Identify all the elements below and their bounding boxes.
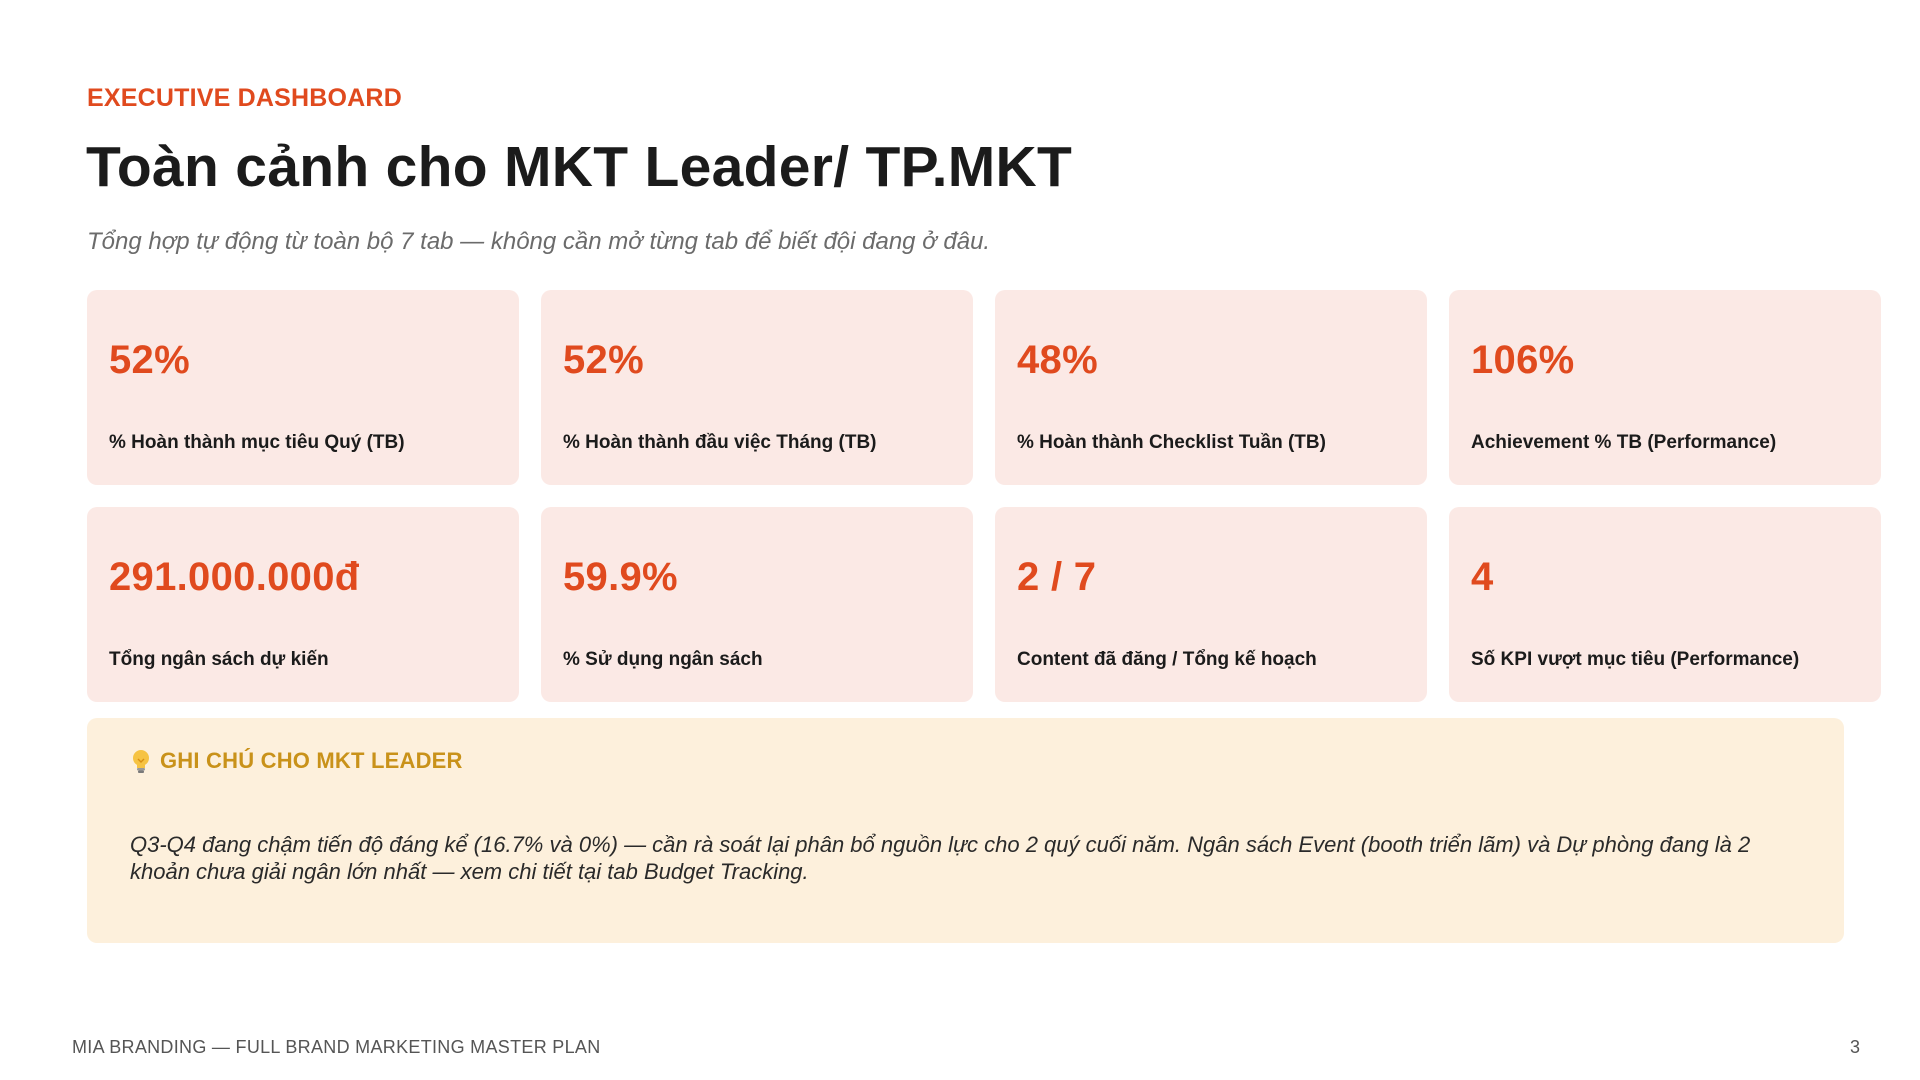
note-header: GHI CHÚ CHO MKT LEADER — [130, 748, 463, 774]
kpi-label: Tổng ngân sách dự kiến — [109, 649, 329, 670]
kpi-value: 4 — [1471, 555, 1494, 599]
note-body: Q3-Q4 đang chậm tiến độ đáng kể (16.7% v… — [130, 832, 1751, 884]
kpi-card-quarter-goals: 52% % Hoàn thành mục tiêu Quý (TB) — [87, 290, 519, 485]
kpi-label: Số KPI vượt mục tiêu (Performance) — [1471, 649, 1800, 670]
kpi-card-budget-usage: 59.9% % Sử dụng ngân sách — [541, 507, 973, 702]
note-title: GHI CHÚ CHO MKT LEADER — [160, 748, 463, 773]
kpi-label: % Sử dụng ngân sách — [563, 649, 763, 670]
kpi-card-monthly-tasks: 52% % Hoàn thành đầu việc Tháng (TB) — [541, 290, 973, 485]
kpi-label: % Hoàn thành mục tiêu Quý (TB) — [109, 432, 405, 453]
footer-brand: MIA BRANDING — FULL BRAND MARKETING MAST… — [72, 1037, 601, 1057]
page-number: 3 — [1849, 1037, 1860, 1057]
kpi-value: 106% — [1471, 338, 1575, 382]
kpi-card-achievement: 106% Achievement % TB (Performance) — [1449, 290, 1881, 485]
kpi-grid: 52% % Hoàn thành mục tiêu Quý (TB) 52% %… — [87, 290, 1881, 702]
leader-note-panel: GHI CHÚ CHO MKT LEADER Q3-Q4 đang chậm t… — [87, 718, 1844, 943]
page-title: Toàn cảnh cho MKT Leader/ TP.MKT — [86, 135, 1073, 199]
kpi-value: 52% — [563, 338, 644, 382]
kpi-value: 2 / 7 — [1017, 555, 1097, 599]
lightbulb-icon — [130, 748, 152, 774]
kpi-label: Achievement % TB (Performance) — [1471, 432, 1777, 453]
kpi-card-content-published: 2 / 7 Content đã đăng / Tổng kế hoạch — [995, 507, 1427, 702]
kpi-label: % Hoàn thành Checklist Tuần (TB) — [1017, 432, 1326, 453]
kpi-value: 52% — [109, 338, 190, 382]
kpi-value: 59.9% — [563, 555, 678, 599]
kpi-label: Content đã đăng / Tổng kế hoạch — [1017, 649, 1317, 670]
kpi-value: 291.000.000đ — [109, 555, 360, 599]
page-subtitle: Tổng hợp tự động từ toàn bộ 7 tab — khôn… — [87, 228, 991, 255]
kpi-label: % Hoàn thành đầu việc Tháng (TB) — [563, 432, 877, 453]
kpi-card-total-budget: 291.000.000đ Tổng ngân sách dự kiến — [87, 507, 519, 702]
kpi-card-kpi-exceeded: 4 Số KPI vượt mục tiêu (Performance) — [1449, 507, 1881, 702]
eyebrow-label: EXECUTIVE DASHBOARD — [87, 84, 402, 112]
kpi-card-weekly-checklist: 48% % Hoàn thành Checklist Tuần (TB) — [995, 290, 1427, 485]
kpi-value: 48% — [1017, 338, 1098, 382]
